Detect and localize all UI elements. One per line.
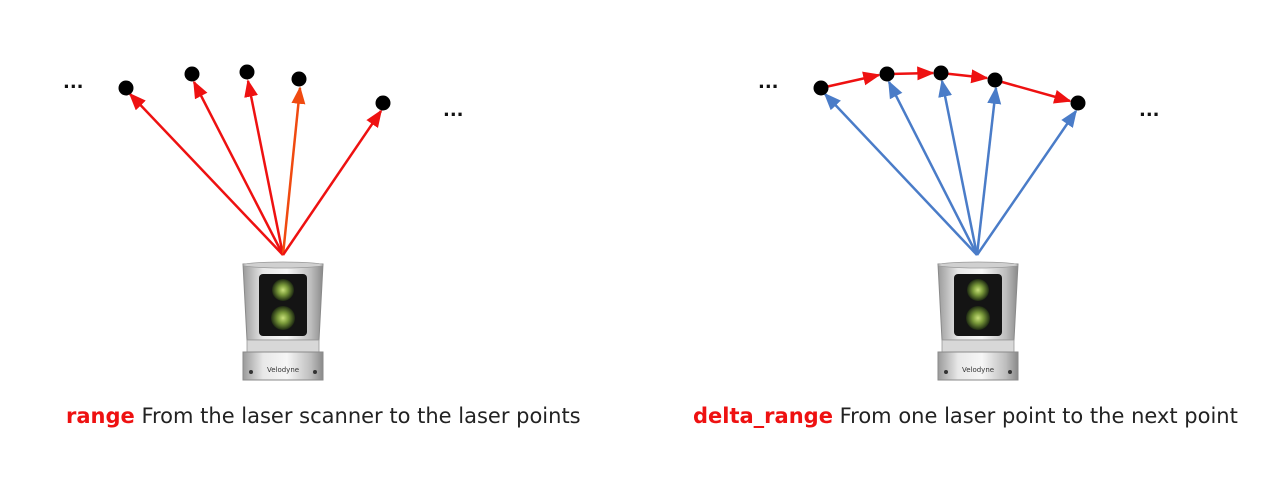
ellipsis-left: ... [63,72,84,93]
ellipsis-left: ... [758,72,779,93]
caption-delta-range: delta_range From one laser point to the … [693,404,1238,428]
caption-term: range [66,404,135,428]
range-rays [128,79,383,256]
laser-point [375,95,391,111]
delta-range-links [820,66,1072,104]
range-ray-4 [281,86,306,256]
delta-ray-5 [975,109,1078,256]
panel-range: ... ... Velodyne [63,64,464,381]
delta-link-4 [994,78,1072,104]
delta-link-1 [820,71,881,90]
laser-point [239,64,255,80]
range-ray-3 [244,79,285,256]
range-ray-5 [281,109,383,256]
laser-point [879,66,895,82]
scanner-brand-label: Velodyne [267,366,299,374]
range-laser-points [118,64,391,111]
scanner-brand-label: Velodyne [962,366,994,374]
caption-range: range From the laser scanner to the lase… [66,404,581,428]
delta-ray-2 [887,80,979,256]
delta-ray-4 [975,86,1002,256]
laser-point [118,80,134,96]
range-ray-2 [192,80,285,256]
delta-ray-1 [823,92,978,256]
laser-point [933,65,949,81]
laser-point [987,72,1003,88]
caption-term: delta_range [693,404,833,428]
laser-point [184,66,200,82]
ellipsis-right: ... [443,100,464,121]
laser-point [813,80,829,96]
laser-point [291,71,307,87]
delta-range-laser-points [813,65,1086,111]
delta-link-2 [886,66,935,81]
panel-delta-range: ... ... Velodyne [758,65,1160,381]
lidar-scanner-icon: Velodyne [242,261,324,381]
delta-range-rays [823,79,1078,256]
delta-ray-3 [938,79,979,256]
ellipsis-right: ... [1139,100,1160,121]
range-ray-1 [128,92,284,256]
lidar-scanner-icon: Velodyne [937,261,1019,381]
caption-text: From the laser scanner to the laser poin… [134,404,581,428]
caption-text: From one laser point to the next point [832,404,1238,428]
delta-link-3 [940,69,989,84]
laser-point [1070,95,1086,111]
